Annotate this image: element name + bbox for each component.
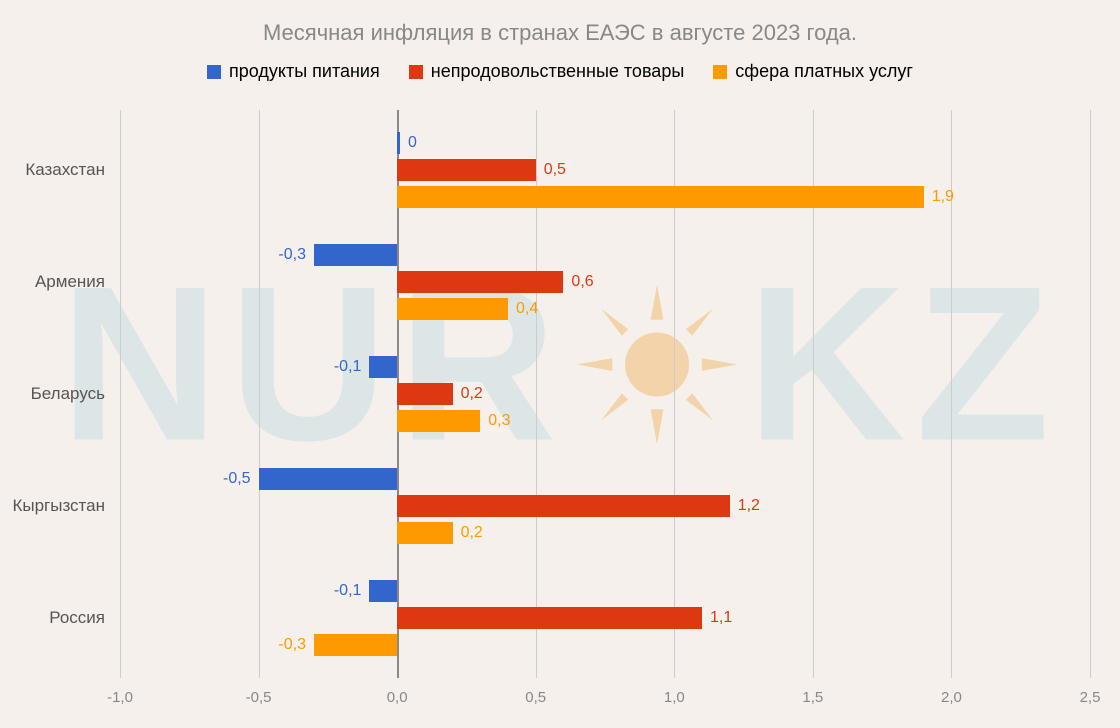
bar-value-label: 0,4 [516,300,538,318]
x-tick-label: 1,0 [664,689,685,706]
legend-label: непродовольственные товары [431,61,685,82]
x-tick-label: 2,5 [1080,689,1101,706]
bar-value-label: 0,6 [571,273,593,291]
bar: -0,3 [314,244,397,266]
bar-value-label: 1,9 [932,188,954,206]
bar: -0,5 [259,468,398,490]
bar-value-label: 0,2 [461,385,483,403]
legend-item-food: продукты питания [207,61,380,82]
bar: 0 [397,132,400,154]
bar: 1,9 [397,186,924,208]
bar: 1,2 [397,495,730,517]
gridline [1090,110,1091,678]
legend-label: сфера платных услуг [735,61,913,82]
bar-value-label: -0,1 [334,358,362,376]
category-label: Казахстан [25,160,105,180]
bar: 0,2 [397,383,452,405]
bar: -0,3 [314,634,397,656]
bar-value-label: -0,1 [334,582,362,600]
x-tick-label: 2,0 [941,689,962,706]
bar: 0,4 [397,298,508,320]
bar-value-label: 0 [408,134,417,152]
legend: продукты питания непродовольственные тов… [0,46,1120,94]
category-label: Армения [35,272,105,292]
x-tick-label: 1,5 [802,689,823,706]
bar: 0,6 [397,271,563,293]
bar-value-label: 0,2 [461,524,483,542]
legend-swatch [713,65,727,79]
chart-title: Месячная инфляция в странах ЕАЭС в авгус… [0,0,1120,46]
bar-value-label: -0,3 [278,636,306,654]
bar-value-label: 1,1 [710,609,732,627]
category-group: Казахстан00,51,9 [120,132,1090,208]
category-group: Армения-0,30,60,4 [120,244,1090,320]
bar: -0,1 [369,580,397,602]
category-group: Россия-0,11,1-0,3 [120,580,1090,656]
bar-value-label: 1,2 [738,497,760,515]
plot-area: -1,0-0,50,00,51,01,52,02,5Казахстан00,51… [120,110,1090,678]
bar: 0,3 [397,410,480,432]
bar-value-label: 0,5 [544,161,566,179]
category-group: Беларусь-0,10,20,3 [120,356,1090,432]
bar: -0,1 [369,356,397,378]
legend-item-services: сфера платных услуг [713,61,913,82]
legend-swatch [409,65,423,79]
category-group: Кыргызстан-0,51,20,2 [120,468,1090,544]
x-tick-label: 0,5 [525,689,546,706]
bar: 0,2 [397,522,452,544]
bar-value-label: -0,5 [223,470,251,488]
category-label: Кыргызстан [12,496,105,516]
category-label: Беларусь [31,384,105,404]
legend-item-nonfood: непродовольственные товары [409,61,685,82]
category-label: Россия [49,608,105,628]
bar: 0,5 [397,159,536,181]
legend-swatch [207,65,221,79]
bar: 1,1 [397,607,702,629]
bar-value-label: -0,3 [278,246,306,264]
x-tick-label: -0,5 [246,689,272,706]
chart-container: Месячная инфляция в странах ЕАЭС в авгус… [0,0,1120,728]
x-tick-label: 0,0 [387,689,408,706]
legend-label: продукты питания [229,61,380,82]
bar-value-label: 0,3 [488,412,510,430]
x-tick-label: -1,0 [107,689,133,706]
